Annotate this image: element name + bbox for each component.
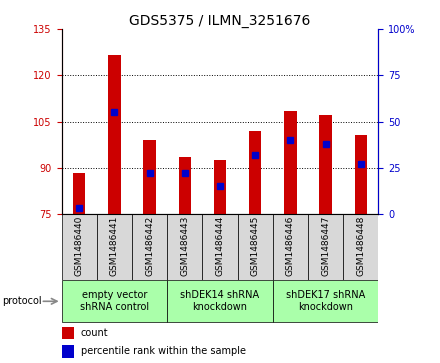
- Bar: [249, 131, 261, 214]
- Text: percentile rank within the sample: percentile rank within the sample: [81, 346, 246, 356]
- Bar: [214, 160, 226, 214]
- Text: GSM1486441: GSM1486441: [110, 215, 119, 276]
- Text: count: count: [81, 328, 108, 338]
- Bar: [73, 172, 85, 214]
- Text: GSM1486446: GSM1486446: [286, 215, 295, 276]
- Bar: [355, 135, 367, 214]
- Bar: [132, 214, 167, 280]
- Bar: [273, 280, 378, 322]
- Bar: [62, 280, 167, 322]
- Text: empty vector
shRNA control: empty vector shRNA control: [80, 290, 149, 312]
- Text: shDEK14 shRNA
knockdown: shDEK14 shRNA knockdown: [180, 290, 260, 312]
- Bar: [62, 327, 74, 339]
- Bar: [62, 345, 74, 358]
- Bar: [62, 214, 97, 280]
- Bar: [319, 115, 332, 214]
- Text: GSM1486448: GSM1486448: [356, 215, 365, 276]
- Text: shDEK17 shRNA
knockdown: shDEK17 shRNA knockdown: [286, 290, 365, 312]
- Title: GDS5375 / ILMN_3251676: GDS5375 / ILMN_3251676: [129, 14, 311, 28]
- Bar: [167, 280, 273, 322]
- Bar: [202, 214, 238, 280]
- Text: GSM1486443: GSM1486443: [180, 215, 189, 276]
- Text: GSM1486445: GSM1486445: [251, 215, 260, 276]
- Text: GSM1486444: GSM1486444: [216, 215, 224, 276]
- Bar: [143, 140, 156, 214]
- Bar: [108, 55, 121, 214]
- Bar: [179, 157, 191, 214]
- Bar: [284, 111, 297, 214]
- Bar: [97, 214, 132, 280]
- Text: GSM1486447: GSM1486447: [321, 215, 330, 276]
- Bar: [167, 214, 202, 280]
- Bar: [273, 214, 308, 280]
- Bar: [238, 214, 273, 280]
- Text: GSM1486440: GSM1486440: [75, 215, 84, 276]
- Text: protocol: protocol: [2, 296, 42, 306]
- Text: GSM1486442: GSM1486442: [145, 215, 154, 276]
- Bar: [343, 214, 378, 280]
- Bar: [308, 214, 343, 280]
